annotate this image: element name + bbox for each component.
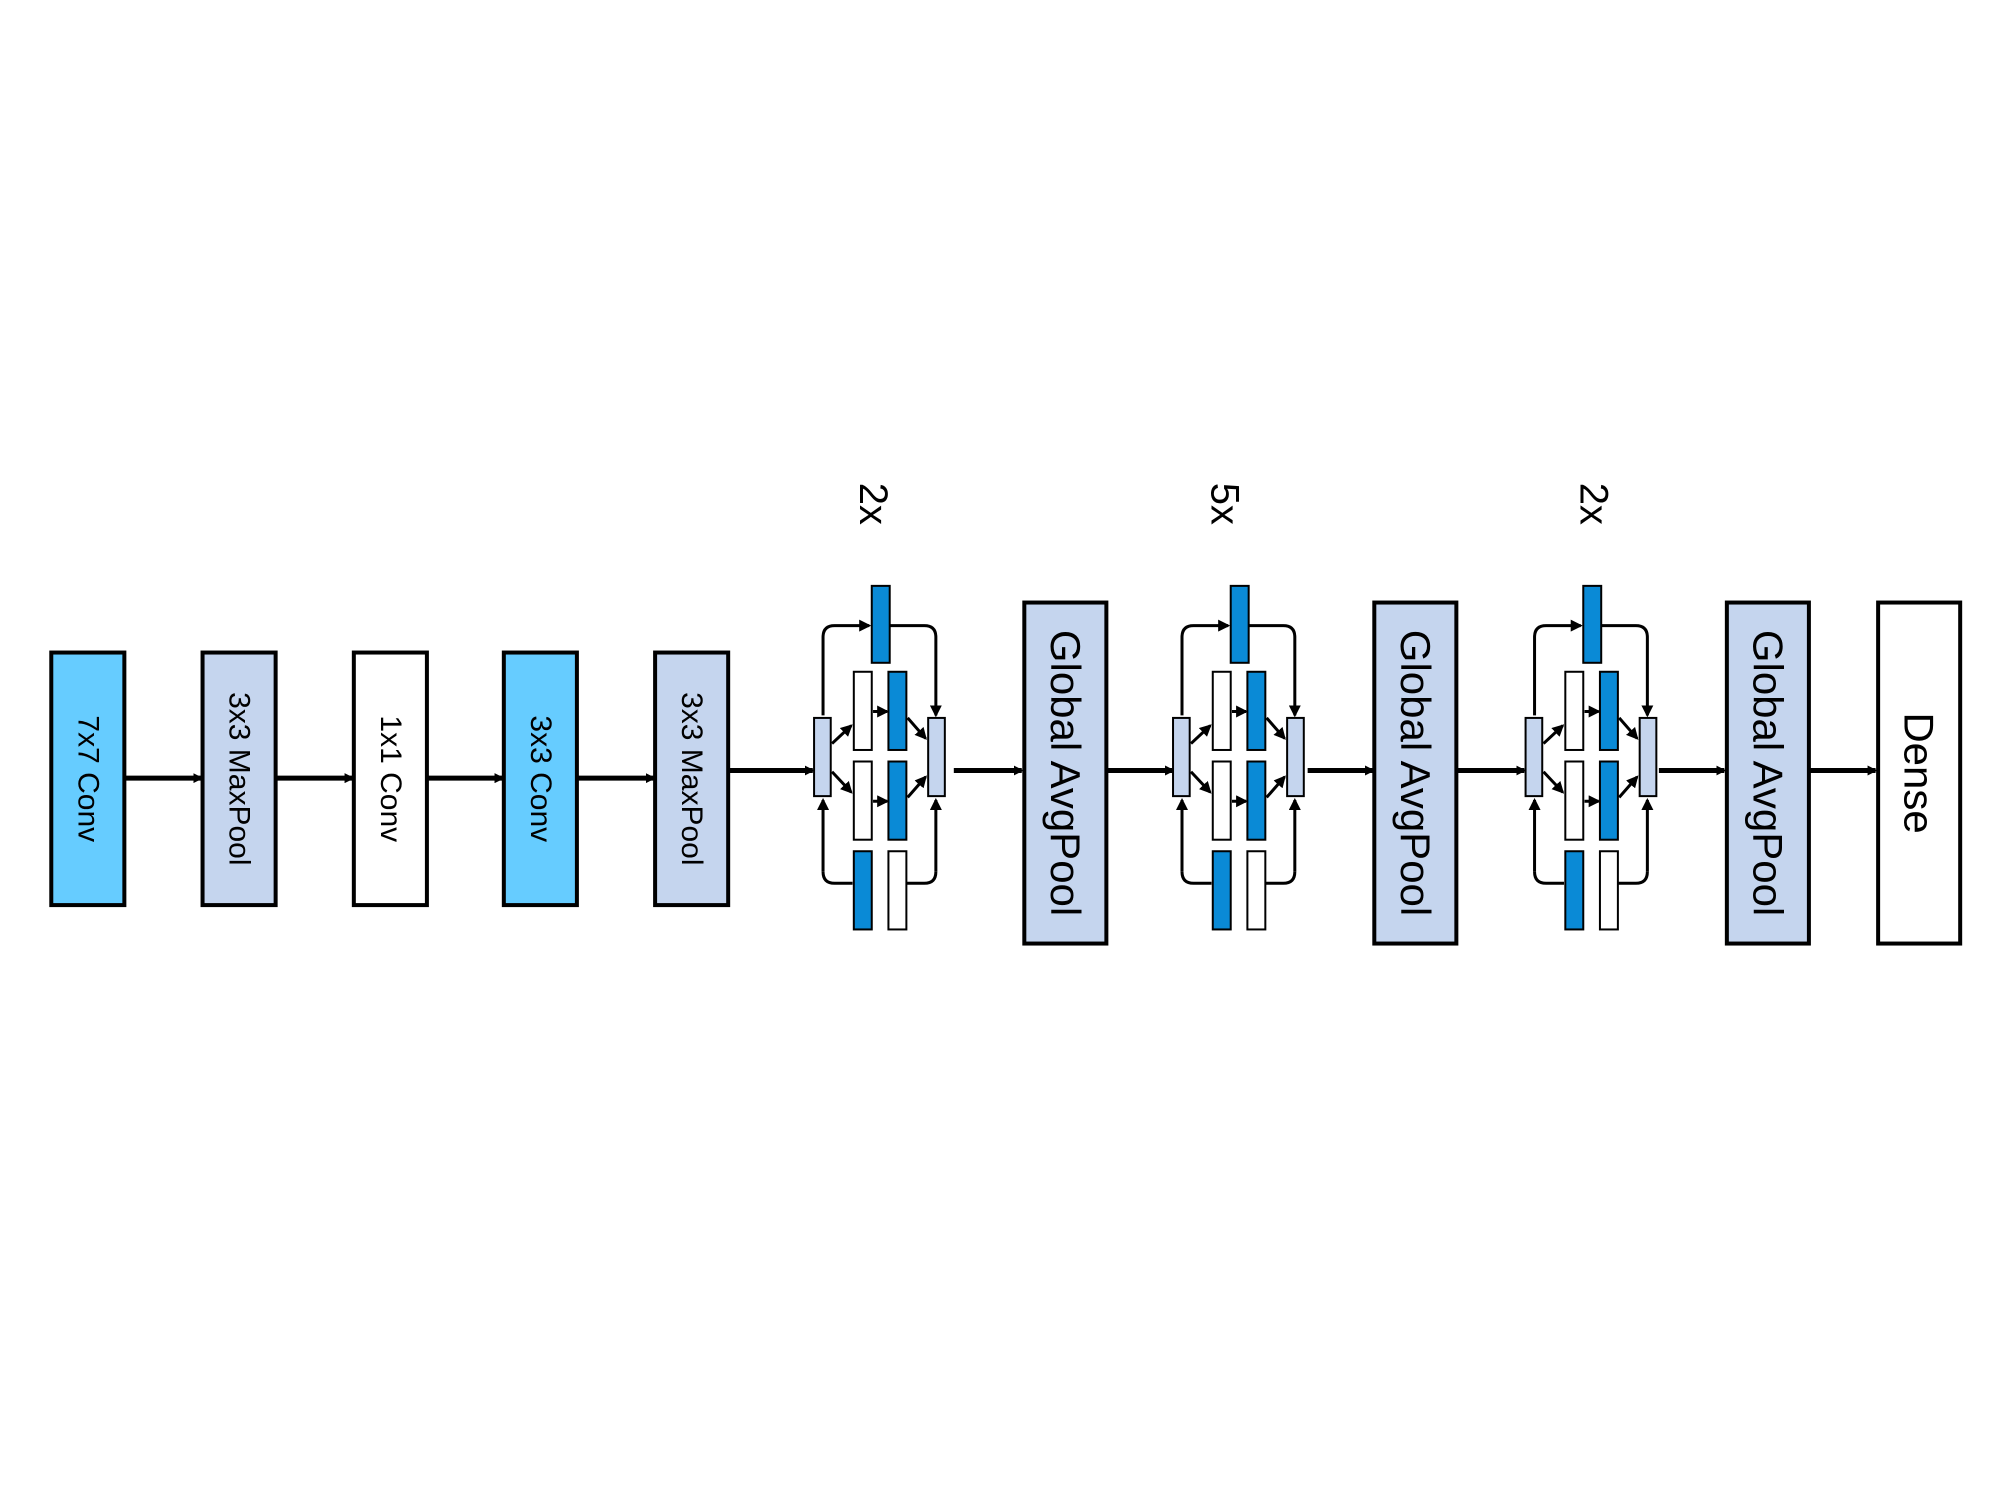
- branch-bottom-conv: [887, 850, 908, 931]
- inception-block-stage-1: [813, 584, 946, 931]
- bottom-branch-in-line: [1180, 871, 1212, 885]
- stage-2-global-avgpool: Global AvgPool: [1372, 600, 1459, 946]
- stage-3-repeat-label: 2x: [1572, 483, 1616, 525]
- upper-branch-in-arrow: [830, 724, 853, 745]
- layer-box: [1876, 600, 1963, 946]
- inception-block-stage-3: [1524, 584, 1658, 931]
- branch-upper-reduce: [1564, 670, 1585, 751]
- branch-lower-conv: [887, 760, 908, 841]
- stage-3-global-avgpool: Global AvgPool: [1724, 600, 1811, 946]
- bottom-branch-in-line: [821, 871, 853, 885]
- top-branch-in-arrow: [1180, 619, 1231, 716]
- stem-layer-label: 3x3 Conv: [524, 715, 557, 842]
- dense-layer: Dense: [1876, 600, 1963, 946]
- stem-layer-1x1-conv: 1x1 Conv: [351, 650, 429, 908]
- branch-upper-reduce: [852, 670, 873, 751]
- branch-upper-conv: [1598, 670, 1619, 751]
- layer-box: [653, 650, 731, 908]
- lower-branch-in-arrow: [1189, 770, 1212, 794]
- pool-label: Global AvgPool: [1042, 630, 1089, 916]
- branch-bottom-conv: [1598, 850, 1619, 931]
- lower-branch-out-arrow: [1265, 775, 1286, 799]
- stem-layer-label: 7x7 Conv: [71, 715, 104, 842]
- upper-branch-in-arrow: [1189, 724, 1212, 745]
- split-node: [1524, 716, 1544, 798]
- top-branch-out-arrow: [1601, 624, 1654, 718]
- lower-branch-in-arrow: [830, 770, 853, 794]
- stem-layer-3x3-maxpool-2: 3x3 MaxPool: [653, 650, 731, 908]
- top-branch-in-arrow: [1533, 619, 1583, 716]
- dense-label: Dense: [1896, 712, 1943, 833]
- branch-upper-conv: [1246, 670, 1267, 751]
- stem-layer-3x3-conv: 3x3 Conv: [501, 650, 579, 908]
- pool-label: Global AvgPool: [1392, 630, 1439, 916]
- layer-box: [351, 650, 429, 908]
- lower-branch-out-arrow: [1618, 775, 1639, 799]
- branch-upper-conv: [887, 670, 908, 751]
- stage-1-repeat-label: 2x: [851, 483, 895, 525]
- branch-bottom-pool: [1211, 850, 1232, 931]
- upper-branch-out-arrow: [1265, 716, 1286, 740]
- branch-top-conv: [1229, 584, 1250, 664]
- branch-top-conv: [870, 584, 891, 664]
- stem-layer-label: 1x1 Conv: [374, 715, 407, 842]
- concat-node: [1286, 716, 1305, 798]
- bottom-branch-out-line: [1265, 871, 1297, 885]
- connection-arrows: [124, 765, 1878, 784]
- branch-lower-conv: [1598, 760, 1619, 841]
- layer-box: [1022, 600, 1109, 946]
- stage-1-global-avgpool: Global AvgPool: [1022, 600, 1109, 946]
- branch-lower-reduce: [1564, 760, 1585, 841]
- upper-branch-out-arrow: [1618, 716, 1639, 740]
- stage-2-repeat-label: 5x: [1202, 483, 1246, 525]
- layer-box: [1372, 600, 1459, 946]
- stem-layer-label: 3x3 MaxPool: [223, 692, 256, 865]
- layer-box: [200, 650, 278, 908]
- top-branch-out-arrow: [1248, 624, 1301, 718]
- bottom-branch-out-line: [1617, 871, 1649, 885]
- inception-blocks: [813, 584, 1658, 931]
- split-node: [813, 716, 832, 798]
- branch-lower-reduce: [852, 760, 873, 841]
- pool-label: Global AvgPool: [1744, 630, 1791, 916]
- bottom-branch-out-line: [906, 871, 938, 885]
- branch-lower-reduce: [1211, 760, 1232, 841]
- layer-box: [501, 650, 579, 908]
- concat-node: [1638, 716, 1658, 798]
- layer-box: [49, 650, 127, 908]
- branch-lower-conv: [1246, 760, 1267, 841]
- branch-upper-reduce: [1211, 670, 1232, 751]
- branch-bottom-conv: [1246, 850, 1267, 931]
- layer-box: [1724, 600, 1811, 946]
- stem-layer-3x3-maxpool: 3x3 MaxPool: [200, 650, 278, 908]
- inception-block-stage-2: [1172, 584, 1305, 931]
- branch-bottom-pool: [1564, 850, 1585, 931]
- stem-layer-label: 3x3 MaxPool: [675, 692, 708, 865]
- upper-branch-out-arrow: [906, 716, 927, 740]
- top-branch-in-arrow: [821, 619, 872, 716]
- concat-node: [927, 716, 946, 798]
- branch-top-conv: [1582, 584, 1603, 664]
- top-branch-out-arrow: [889, 624, 942, 718]
- lower-branch-out-arrow: [906, 775, 927, 799]
- stem-layer-7x7-conv: 7x7 Conv: [49, 650, 127, 908]
- split-node: [1172, 716, 1191, 798]
- upper-branch-in-arrow: [1542, 724, 1565, 745]
- bottom-branch-in-line: [1533, 871, 1565, 885]
- lower-branch-in-arrow: [1542, 770, 1565, 794]
- branch-bottom-pool: [852, 850, 873, 931]
